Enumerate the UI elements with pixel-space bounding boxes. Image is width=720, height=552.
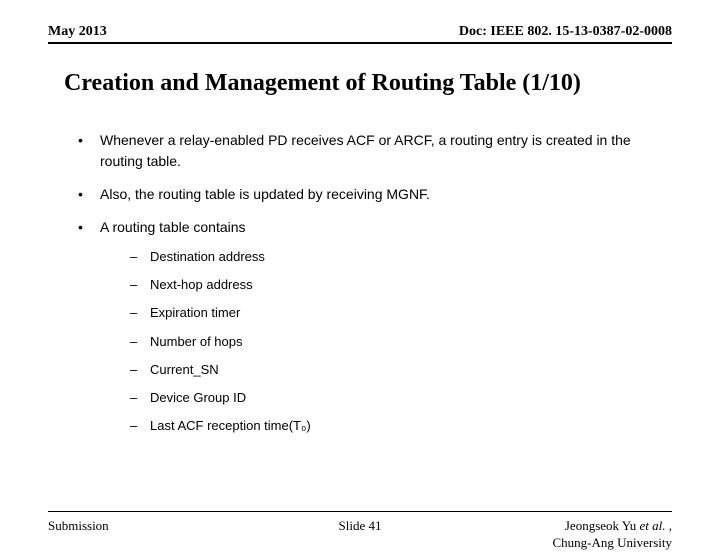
footer-slide-number: Slide 41	[339, 518, 382, 534]
footer-submission: Submission	[48, 518, 109, 534]
bullet-text: A routing table contains	[100, 219, 246, 235]
bullet-item: A routing table contains Destination add…	[72, 217, 656, 435]
sub-text: Destination address	[150, 249, 265, 264]
sub-item: Device Group ID	[128, 389, 656, 407]
footer-etal: et al.	[640, 518, 666, 533]
footer-affiliation: Chung-Ang University	[552, 535, 672, 550]
footer-bar: Submission Slide 41 Jeongseok Yu et al. …	[48, 511, 672, 516]
bullet-text: Also, the routing table is updated by re…	[100, 186, 430, 202]
footer-author-name: Jeongseok Yu	[565, 518, 640, 533]
sub-item: Number of hops	[128, 333, 656, 351]
sub-text: Last ACF reception time(T₀)	[150, 418, 311, 433]
slide-title: Creation and Management of Routing Table…	[64, 70, 672, 97]
sub-text: Next-hop address	[150, 277, 253, 292]
sub-item: Expiration timer	[128, 304, 656, 322]
sub-item: Last ACF reception time(T₀)	[128, 417, 656, 435]
sub-list: Destination address Next-hop address Exp…	[128, 248, 656, 435]
sub-text: Current_SN	[150, 362, 219, 377]
header-doc-id: Doc: IEEE 802. 15-13-0387-02-0008	[459, 24, 672, 40]
sub-item: Next-hop address	[128, 276, 656, 294]
sub-text: Expiration timer	[150, 305, 240, 320]
footer-author: Jeongseok Yu et al. , Chung-Ang Universi…	[552, 518, 672, 552]
header-bar: May 2013 Doc: IEEE 802. 15-13-0387-02-00…	[48, 24, 672, 44]
bullet-list: Whenever a relay-enabled PD receives ACF…	[72, 130, 656, 435]
sub-text: Device Group ID	[150, 390, 246, 405]
sub-text: Number of hops	[150, 334, 243, 349]
footer-author-suffix: ,	[666, 518, 673, 533]
sub-item: Current_SN	[128, 361, 656, 379]
sub-item: Destination address	[128, 248, 656, 266]
bullet-text: Whenever a relay-enabled PD receives ACF…	[100, 132, 631, 169]
slide-content: Whenever a relay-enabled PD receives ACF…	[72, 130, 656, 447]
bullet-item: Also, the routing table is updated by re…	[72, 184, 656, 205]
bullet-item: Whenever a relay-enabled PD receives ACF…	[72, 130, 656, 172]
header-date: May 2013	[48, 24, 107, 40]
